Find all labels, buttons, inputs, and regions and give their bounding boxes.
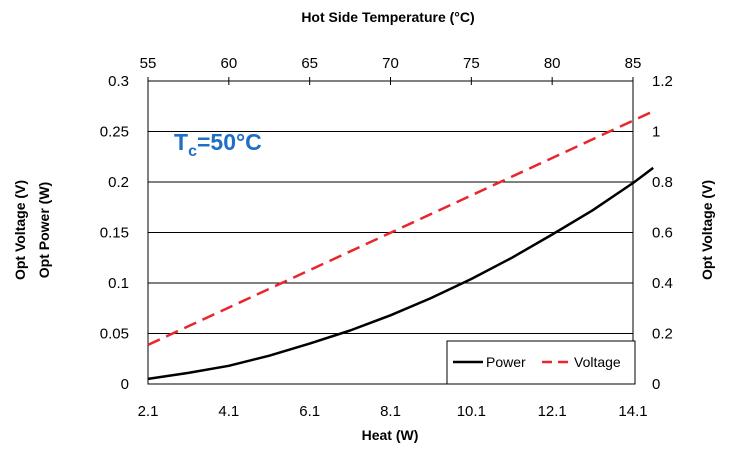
annotation-rest: =50°C — [197, 129, 262, 155]
series-layer — [147, 110, 654, 381]
annotation-subscript: c — [188, 143, 197, 160]
top-tick-label: 70 — [382, 55, 399, 72]
right-y-axis-label: Opt Voltage (V) — [699, 180, 715, 280]
x-tick-label: 2.1 — [138, 403, 159, 420]
right-tick-label: 0.6 — [652, 225, 673, 242]
legend-power-label: Power — [486, 354, 526, 370]
annotation-main: T — [174, 129, 188, 155]
condition-annotation: Tc=50°C — [174, 129, 262, 160]
left-tick-labels: 0 0.05 0.1 0.15 0.2 0.25 0.3 — [100, 73, 129, 393]
left-tick-label: 0.3 — [108, 73, 129, 90]
top-tick-label: 80 — [544, 55, 561, 72]
left-tick-label: 0.25 — [100, 124, 129, 141]
left-tick-label: 0.05 — [100, 326, 129, 343]
x-tick-label: 6.1 — [299, 403, 320, 420]
x-tick-label: 8.1 — [380, 403, 401, 420]
top-tick-label: 85 — [625, 55, 642, 72]
right-tick-label: 0.4 — [652, 275, 673, 292]
chart-title: Hot Side Temperature (°C) — [301, 9, 474, 25]
left-y-axis-label-outer: Opt Voltage (V) — [12, 180, 28, 280]
x-tick-labels: 2.1 4.1 6.1 8.1 10.1 12.1 14.1 — [138, 403, 648, 420]
series-line-power — [147, 166, 654, 381]
legend: Power Voltage — [446, 340, 636, 385]
left-tick-label: 0.1 — [108, 275, 129, 292]
top-tick-label: 65 — [301, 55, 318, 72]
top-tick-labels: 55 60 65 70 75 80 85 — [140, 55, 642, 72]
right-tick-label: 0.2 — [652, 326, 673, 343]
x-tick-label: 10.1 — [457, 403, 486, 420]
x-axis-label: Heat (W) — [362, 427, 419, 443]
left-tick-label: 0.15 — [100, 225, 129, 242]
top-tick-label: 55 — [140, 55, 157, 72]
x-tick-label: 12.1 — [538, 403, 567, 420]
left-tick-label: 0 — [121, 376, 129, 393]
left-y-axis-label-inner: Opt Power (W) — [36, 182, 52, 278]
top-tick-label: 60 — [220, 55, 237, 72]
right-tick-label: 0 — [652, 376, 660, 393]
series-line-voltage — [147, 110, 654, 347]
right-tick-label: 1 — [652, 124, 660, 141]
x-tick-label: 4.1 — [218, 403, 239, 420]
legend-voltage-label: Voltage — [574, 354, 621, 370]
top-tick-label: 75 — [463, 55, 480, 72]
right-tick-labels: 0 0.2 0.4 0.6 0.8 1 1.2 — [652, 73, 673, 393]
right-tick-label: 1.2 — [652, 73, 673, 90]
left-tick-label: 0.2 — [108, 174, 129, 191]
x-tick-label: 14.1 — [618, 403, 647, 420]
right-tick-label: 0.8 — [652, 174, 673, 191]
plot-area-border — [147, 80, 634, 385]
